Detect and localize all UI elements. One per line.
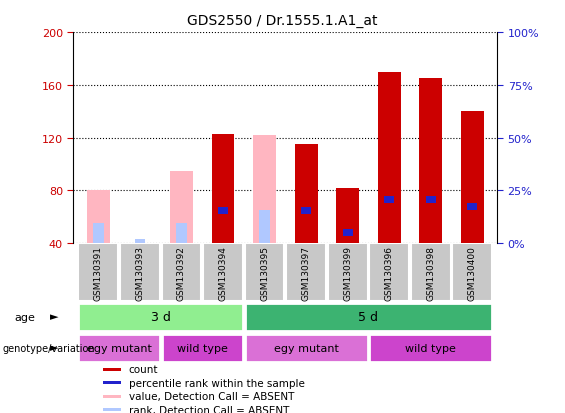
Bar	[411, 244, 451, 301]
Bar	[245, 244, 285, 301]
Text: percentile rank within the sample: percentile rank within the sample	[128, 378, 305, 388]
Text: GSM130396: GSM130396	[385, 245, 394, 300]
Bar	[419, 79, 442, 244]
Bar	[135, 240, 145, 244]
Bar	[453, 244, 492, 301]
Bar	[378, 73, 401, 244]
Text: wild type: wild type	[405, 343, 456, 353]
Bar	[103, 408, 121, 411]
Bar	[93, 224, 103, 244]
Text: GSM130395: GSM130395	[260, 245, 269, 300]
Text: GSM130393: GSM130393	[136, 245, 145, 300]
Bar	[162, 244, 201, 301]
Text: rank, Detection Call = ABSENT: rank, Detection Call = ABSENT	[128, 405, 289, 413]
Text: GDS2550 / Dr.1555.1.A1_at: GDS2550 / Dr.1555.1.A1_at	[187, 14, 378, 28]
Text: GSM130397: GSM130397	[302, 245, 311, 300]
Text: genotype/variation: genotype/variation	[3, 343, 95, 353]
Text: GSM130399: GSM130399	[343, 245, 352, 300]
Text: GSM130400: GSM130400	[468, 245, 477, 300]
Bar	[286, 244, 326, 301]
Bar	[295, 145, 318, 244]
Bar	[203, 244, 243, 301]
Text: value, Detection Call = ABSENT: value, Detection Call = ABSENT	[128, 391, 294, 401]
Text: 5 d: 5 d	[358, 311, 379, 323]
Bar	[103, 381, 121, 384]
Text: ►: ►	[50, 312, 58, 322]
Text: wild type: wild type	[177, 343, 228, 353]
Bar	[211, 134, 234, 244]
Bar	[370, 334, 492, 362]
Bar	[425, 197, 436, 204]
Bar	[259, 211, 270, 244]
Text: GSM130391: GSM130391	[94, 245, 103, 300]
Bar	[370, 244, 409, 301]
Text: GSM130394: GSM130394	[219, 245, 228, 300]
Bar	[342, 230, 353, 236]
Bar	[170, 171, 193, 244]
Text: GSM130392: GSM130392	[177, 245, 186, 300]
Bar	[384, 197, 394, 204]
Bar	[328, 244, 368, 301]
Bar	[253, 136, 276, 244]
Bar	[103, 368, 121, 371]
Bar	[245, 334, 368, 362]
Bar	[79, 303, 243, 331]
Text: GSM130398: GSM130398	[426, 245, 435, 300]
Bar	[87, 191, 110, 244]
Text: egy mutant: egy mutant	[86, 343, 151, 353]
Bar	[467, 204, 477, 210]
Text: 3 d: 3 d	[151, 311, 171, 323]
Bar	[176, 224, 186, 244]
Bar	[79, 334, 160, 362]
Bar	[245, 303, 492, 331]
Text: egy mutant: egy mutant	[273, 343, 338, 353]
Text: age: age	[14, 312, 35, 322]
Bar	[120, 244, 160, 301]
Bar	[79, 244, 118, 301]
Bar	[301, 207, 311, 214]
Bar	[336, 188, 359, 244]
Bar	[218, 207, 228, 214]
Bar	[103, 395, 121, 398]
Text: count: count	[128, 364, 158, 374]
Text: ►: ►	[50, 343, 58, 353]
Bar	[461, 112, 484, 244]
Bar	[162, 334, 243, 362]
